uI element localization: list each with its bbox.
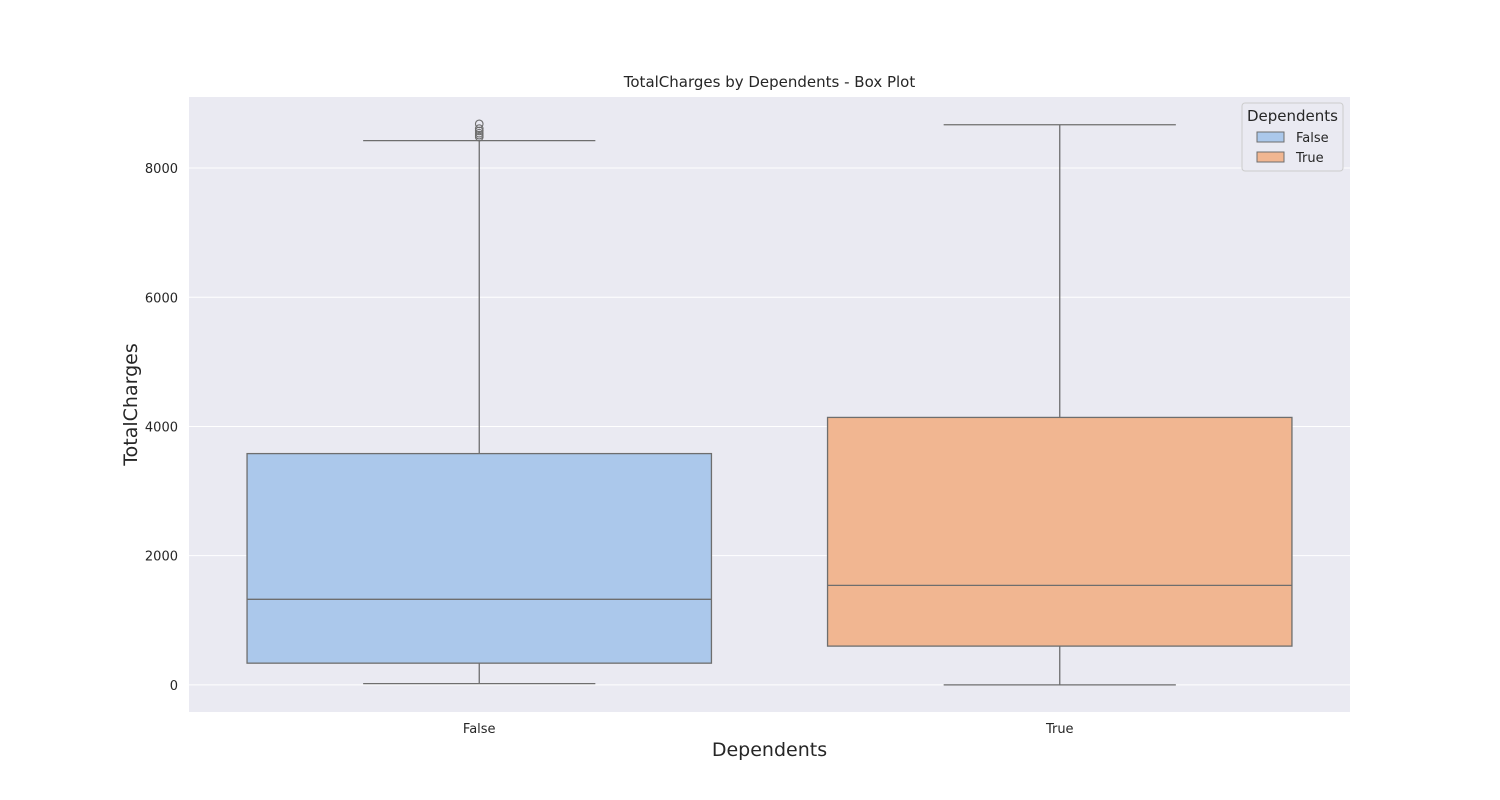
box-false — [246, 452, 713, 664]
y-tick-label-6000: 6000 — [145, 291, 178, 306]
tick-labels: 0 2000 4000 6000 8000 False True — [145, 162, 1074, 737]
box-group-true — [826, 124, 1293, 686]
legend-label-false: False — [1296, 131, 1329, 146]
y-tick-label-4000: 4000 — [145, 420, 178, 435]
legend: Dependents False True — [1241, 102, 1344, 172]
box-true — [826, 416, 1293, 647]
y-tick-label-8000: 8000 — [145, 162, 178, 177]
y-tick-label-2000: 2000 — [145, 550, 178, 565]
outlier-point-false — [474, 126, 484, 136]
boxes-layer — [246, 119, 1293, 686]
legend-label-true: True — [1295, 151, 1324, 166]
legend-swatch-true — [1256, 151, 1285, 163]
outlier-point-false — [474, 128, 484, 138]
legend-title: Dependents — [1247, 107, 1338, 125]
outlier-point-false — [474, 124, 484, 134]
x-tick-label-true: True — [1045, 722, 1074, 737]
y-tick-label-0: 0 — [170, 679, 178, 694]
y-axis-label: TotalCharges — [120, 343, 142, 466]
chart-title: TotalCharges by Dependents - Box Plot — [623, 73, 916, 91]
legend-swatch-false — [1256, 131, 1285, 143]
box-group-false — [246, 119, 713, 685]
x-tick-label-false: False — [463, 722, 496, 737]
x-axis-label: Dependents — [712, 739, 827, 761]
outlier-point-false — [474, 119, 484, 129]
